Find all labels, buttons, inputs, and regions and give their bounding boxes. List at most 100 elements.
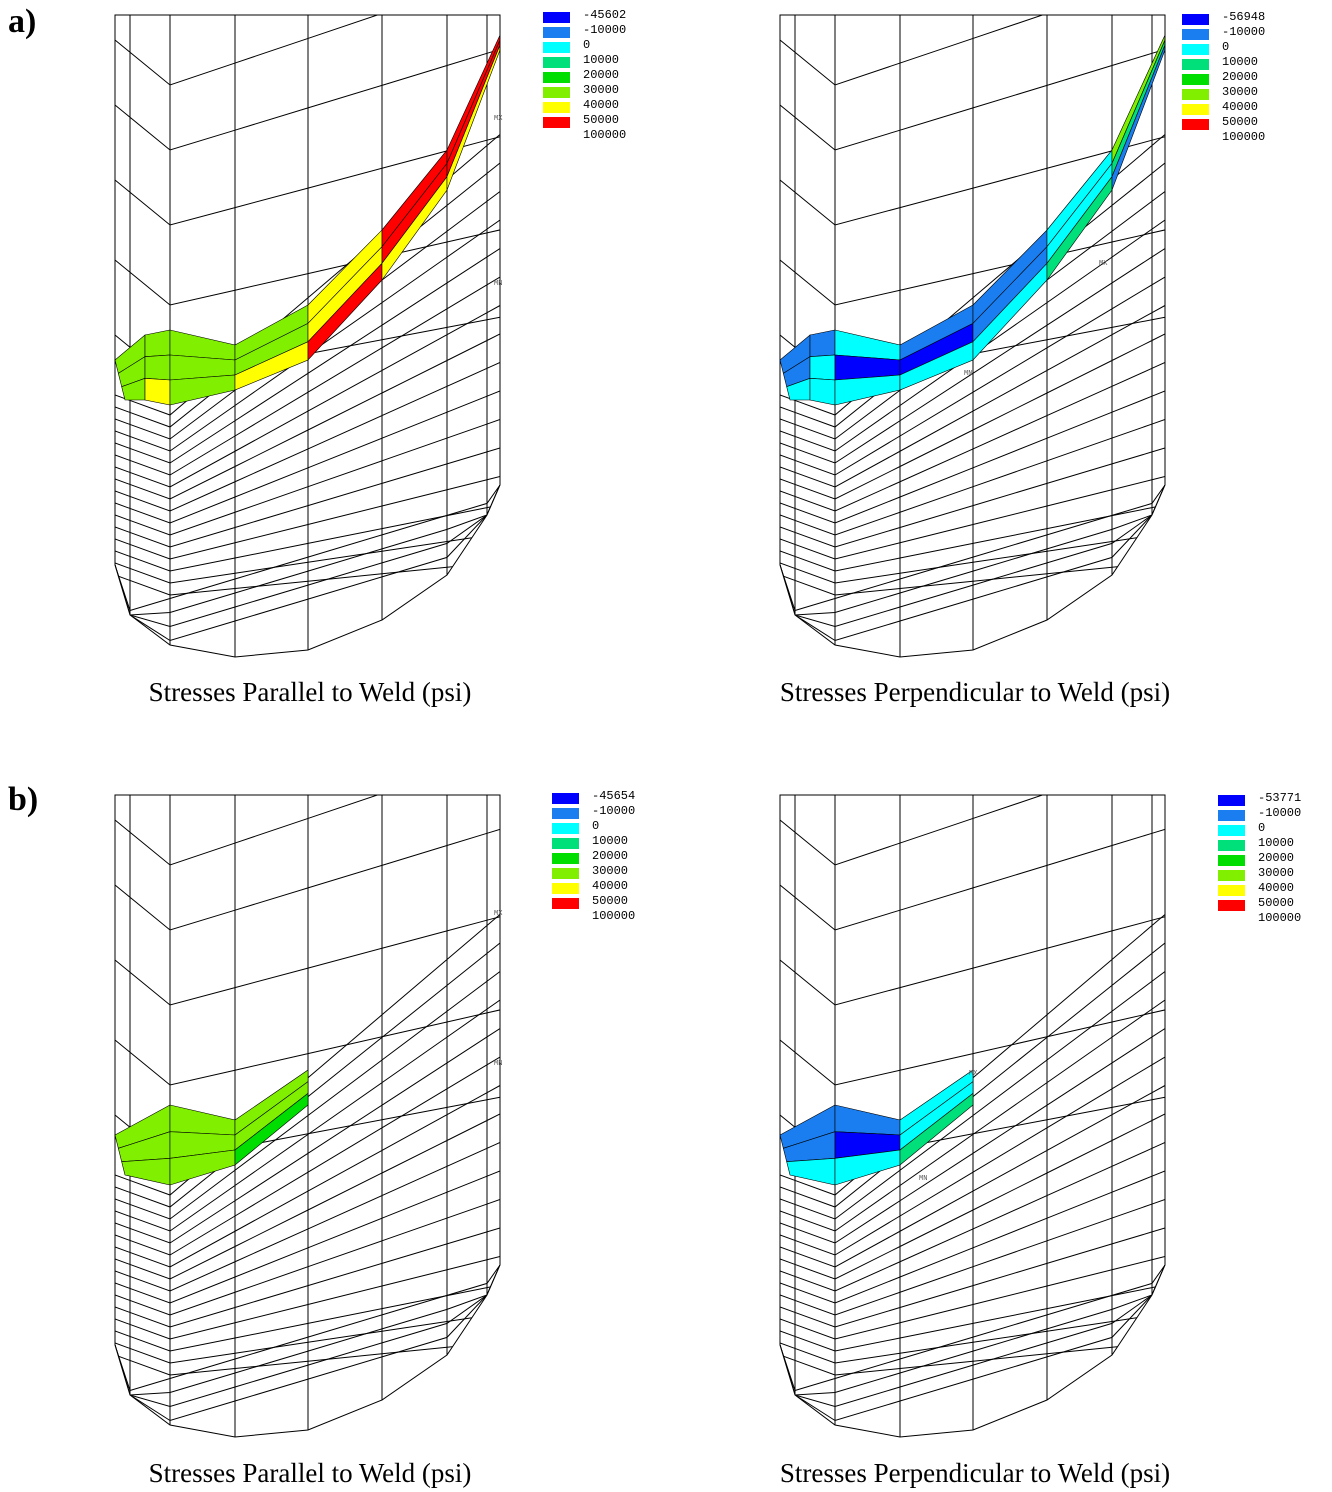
stress-cell	[899, 1092, 974, 1166]
mesh-line	[780, 447, 1165, 548]
fea-plot: MX MN	[114, 14, 503, 658]
mesh-line	[115, 484, 500, 628]
legend-swatch	[552, 823, 579, 834]
mesh-line	[780, 1170, 1165, 1304]
mesh-line	[115, 48, 500, 151]
legend-label: -10000	[1222, 25, 1265, 39]
legend-label: -45654	[592, 789, 635, 803]
legend-swatch	[552, 883, 579, 894]
mesh-line	[780, 1264, 1165, 1408]
mesh-line	[115, 1264, 500, 1422]
mesh-line	[115, 419, 500, 536]
legend-label: 0	[583, 38, 590, 52]
mesh-line	[780, 419, 1165, 536]
caption: Stresses Perpendicular to Weld (psi)	[780, 1458, 1170, 1488]
mesh-line	[780, 971, 1165, 1220]
mesh-line	[115, 1028, 500, 1244]
legend-swatch	[1182, 104, 1209, 115]
stress-cell	[234, 1092, 309, 1166]
legend-swatch	[1218, 885, 1245, 896]
legend-swatch	[1182, 44, 1209, 55]
legend-label: 30000	[1222, 85, 1258, 99]
panel-label: b)	[8, 781, 38, 818]
legend-swatch	[1218, 795, 1245, 806]
mesh-line	[780, 362, 1165, 512]
marker-label: MX	[494, 910, 503, 918]
legend-swatch	[552, 868, 579, 879]
mesh-line	[115, 999, 500, 1232]
stress-cell	[169, 1104, 236, 1136]
legend-label: 50000	[583, 113, 619, 127]
legend-label: -53771	[1258, 791, 1301, 805]
marker-label: MX	[494, 115, 503, 123]
mesh-line	[780, 333, 1165, 500]
mesh-line	[115, 1199, 500, 1316]
mesh-line	[780, 1264, 1165, 1422]
legend-swatch	[543, 12, 570, 23]
mesh-line	[780, 390, 1165, 524]
legend-label: 10000	[1258, 836, 1294, 850]
mesh-line	[115, 504, 500, 572]
legend-label: 10000	[1222, 55, 1258, 69]
mesh-line	[780, 504, 1165, 572]
mesh-line	[115, 916, 500, 1006]
mesh-line	[780, 916, 1165, 1006]
mesh-line	[115, 971, 500, 1220]
stress-cell	[809, 378, 836, 406]
legend: -45654-100000100002000030000400005000010…	[552, 789, 635, 923]
mesh-line	[115, 136, 500, 226]
cylinder-outline	[779, 14, 1166, 658]
legend-label: -56948	[1222, 10, 1265, 24]
mesh-line	[780, 1264, 1165, 1396]
mesh-line	[780, 229, 1165, 306]
mesh-line	[780, 1284, 1165, 1352]
legend-label: 10000	[592, 834, 628, 848]
legend-swatch	[543, 102, 570, 113]
mesh-line	[780, 1264, 1165, 1392]
mesh-line	[115, 1264, 500, 1392]
legend-label: 0	[1258, 821, 1265, 835]
legend-swatch	[543, 57, 570, 68]
cylinder-outline	[114, 14, 501, 658]
mesh-line	[780, 1085, 1165, 1268]
mesh-line	[780, 1009, 1165, 1086]
legend-label: 20000	[1258, 851, 1294, 865]
mesh-line	[115, 828, 500, 931]
legend: -56948-100000100002000030000400005000010…	[1182, 10, 1265, 144]
mesh-line	[115, 390, 500, 524]
legend-label: 0	[1222, 40, 1229, 54]
marker-label: MN	[494, 1060, 502, 1068]
fea-plot: MX MN	[779, 794, 1166, 1438]
stress-cell	[834, 1104, 901, 1136]
legend-swatch	[552, 793, 579, 804]
legend-swatch	[1218, 855, 1245, 866]
legend-swatch	[552, 853, 579, 864]
stress-cell	[1111, 44, 1166, 191]
legend-label: -10000	[592, 804, 635, 818]
legend-label: 50000	[1222, 115, 1258, 129]
legend-swatch	[1182, 119, 1209, 130]
stress-cell	[809, 329, 836, 357]
legend-label: 100000	[1258, 911, 1301, 925]
legend-label: 20000	[583, 68, 619, 82]
caption: Stresses Parallel to Weld (psi)	[149, 1458, 472, 1488]
legend-label: 40000	[583, 98, 619, 112]
legend-label: -10000	[1258, 806, 1301, 820]
mesh-line	[780, 476, 1165, 560]
mesh-line	[115, 1264, 500, 1408]
mesh-line	[115, 276, 500, 476]
mesh-line	[115, 484, 500, 612]
panel-label: a)	[8, 3, 36, 40]
marker-label: MX	[1099, 260, 1108, 268]
mesh-line	[780, 484, 1165, 642]
mesh-line	[780, 999, 1165, 1232]
mesh-line	[780, 136, 1165, 226]
stress-cell	[786, 1158, 836, 1186]
legend-label: -10000	[583, 23, 626, 37]
stress-cell	[144, 329, 171, 357]
mesh-line	[115, 305, 500, 488]
legend-label: 40000	[1222, 100, 1258, 114]
mesh-line	[780, 1142, 1165, 1292]
mesh-line	[115, 362, 500, 512]
